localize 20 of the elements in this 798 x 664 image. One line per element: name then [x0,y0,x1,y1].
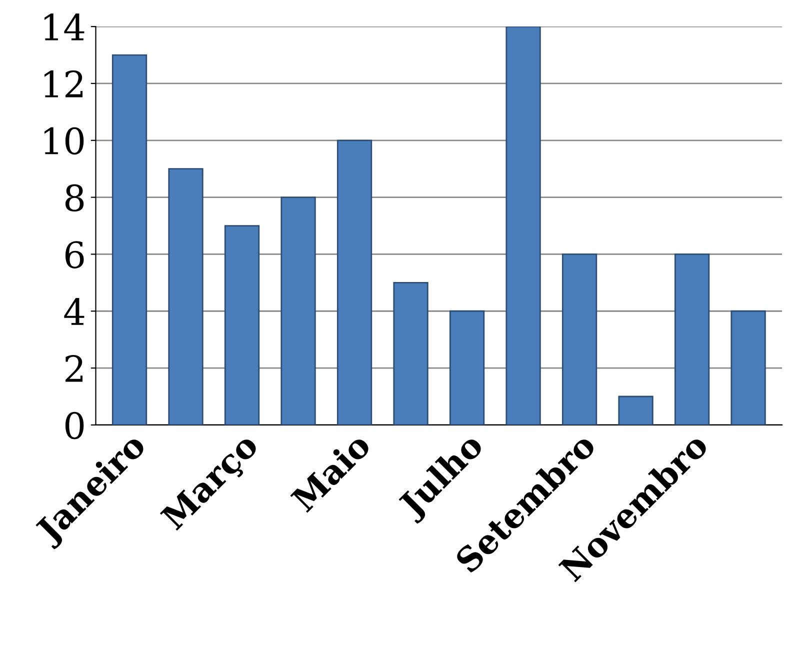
bar [168,168,204,425]
y-tick-label: 2 [66,354,82,382]
y-tick-label: 12 [44,70,82,98]
y-tick-label: 14 [44,13,84,40]
bar [224,225,260,425]
bar [112,54,148,425]
y-tick-label: 4 [64,298,84,325]
bar [562,254,598,425]
y-tick-label: 0 [65,412,84,440]
bar [618,396,654,425]
bar [674,254,710,425]
bar [393,282,428,425]
bar [449,310,485,425]
bar [506,26,541,425]
y-tick-label: 10 [44,127,84,155]
bar [336,140,372,425]
bar [280,196,316,425]
bar [730,310,766,425]
y-tick-label: 6 [65,241,84,268]
y-tick-label: 8 [65,184,84,212]
